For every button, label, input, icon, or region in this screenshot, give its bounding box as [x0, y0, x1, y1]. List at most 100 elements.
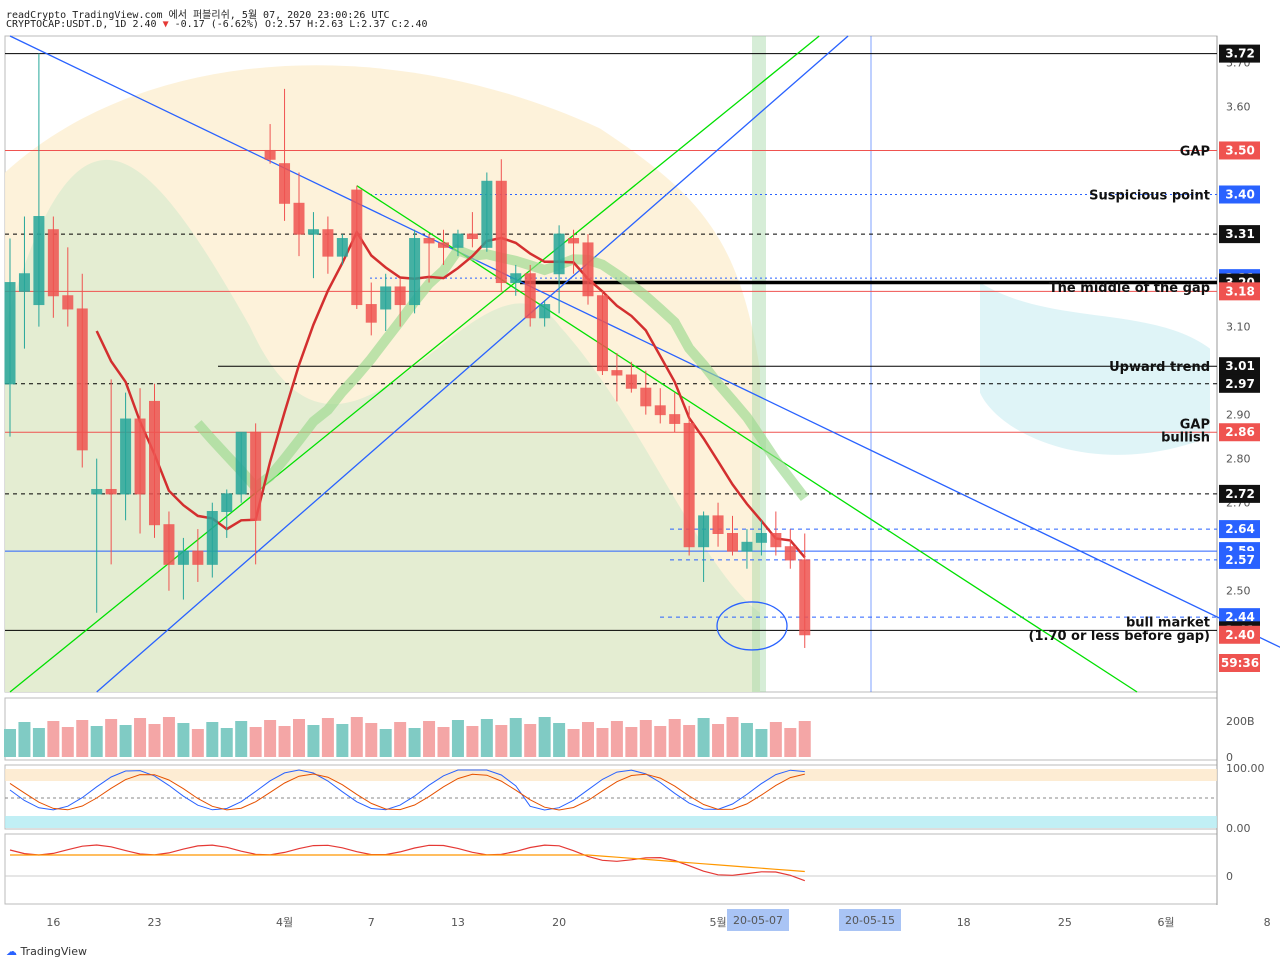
- volume-bar: [105, 719, 118, 757]
- volume-bar: [495, 725, 508, 757]
- volume-bar: [668, 719, 681, 757]
- candle-body: [177, 550, 189, 565]
- countdown-label: 59:36: [1221, 656, 1259, 670]
- oscillator-slow-line: [10, 854, 805, 873]
- symbol-line: CRYPTOCAP:USDT.D, 1D 2.40 ▼ -0.17 (-6.62…: [6, 19, 428, 30]
- x-tick-label: 8: [1264, 916, 1271, 929]
- volume-bar: [4, 729, 16, 757]
- candle-body: [322, 229, 334, 257]
- oscillator-fast-line: [9, 844, 806, 882]
- candle-body: [596, 295, 608, 372]
- candle-body: [582, 242, 594, 297]
- volume-bar: [712, 724, 725, 757]
- volume-bar: [480, 719, 493, 757]
- candle-body: [206, 510, 218, 565]
- x-tick-label: 25: [1058, 916, 1072, 929]
- trendline: [356, 185, 1138, 693]
- price-tag-label: 3.31: [1225, 227, 1255, 241]
- price-tag-label: 2.72: [1225, 487, 1255, 501]
- candle-body: [784, 546, 796, 561]
- volume-bar: [769, 722, 782, 757]
- chart-annotation: bullish: [1161, 431, 1210, 446]
- price-tag: [1219, 357, 1260, 376]
- trendline: [96, 35, 849, 693]
- price-tag-label: 3.40: [1225, 187, 1255, 201]
- volume-bar: [524, 724, 537, 757]
- stoch-axis-label: 100.00: [1226, 762, 1265, 775]
- candle-body: [712, 515, 724, 535]
- candle-body: [351, 189, 363, 306]
- volume-bar: [278, 726, 291, 757]
- price-tag-label: 2.57: [1225, 553, 1255, 567]
- trendline: [9, 35, 1280, 648]
- ohlc-values: O:2.57 H:2.63 L:2.37 C:2.40: [264, 19, 428, 30]
- volume-bar: [466, 726, 479, 757]
- chart-annotation: GAP: [1180, 417, 1210, 432]
- volume-bar: [553, 723, 566, 757]
- price-change: -0.17 (-6.62%): [174, 19, 259, 30]
- volume-bar: [365, 723, 378, 757]
- y-tick-label: 2.50: [1226, 585, 1251, 598]
- volume-bar: [336, 724, 349, 757]
- volume-bar: [61, 727, 74, 757]
- volume-bar: [639, 720, 652, 757]
- y-tick-label: 2.90: [1226, 409, 1251, 422]
- candle-body: [510, 273, 522, 284]
- candle-body: [18, 273, 30, 292]
- candle-body: [4, 282, 16, 385]
- candle-body: [669, 414, 681, 424]
- volume-bar: [162, 717, 175, 757]
- price-tag-label: 2.97: [1225, 377, 1255, 391]
- volume-bar: [509, 718, 522, 757]
- candle-body: [221, 493, 233, 512]
- volume-axis-label: 200B: [1226, 715, 1255, 728]
- volume-bar: [177, 723, 190, 757]
- volume-bar: [293, 719, 305, 757]
- volume-bar: [32, 728, 45, 757]
- price-tag: [1219, 625, 1260, 644]
- oversold-band: [5, 816, 1217, 828]
- candle-body: [524, 273, 536, 319]
- volume-bar: [582, 722, 594, 757]
- price-tag-label: 2.64: [1225, 522, 1255, 536]
- volume-bar: [148, 724, 161, 757]
- volume-bar: [119, 725, 132, 757]
- volume-bar: [90, 726, 103, 757]
- volume-bar: [740, 723, 753, 757]
- volume-bar: [596, 728, 609, 757]
- candle-body: [47, 229, 59, 297]
- price-tag-label: 2.44: [1225, 610, 1255, 624]
- date-marker-label: 20-05-07: [733, 914, 783, 927]
- price-tag-label: 2.86: [1225, 425, 1255, 439]
- candle-body: [120, 418, 132, 495]
- oscillator-panel: [4, 833, 1218, 905]
- stoch-k-line: [9, 769, 805, 811]
- candle-body: [755, 533, 767, 543]
- volume-bar: [76, 720, 89, 757]
- future-cloud: [980, 282, 1210, 455]
- volume-bar: [451, 720, 464, 757]
- volume-bar: [220, 728, 233, 757]
- candle-body: [640, 387, 652, 407]
- price-tag: [1219, 550, 1260, 569]
- candle-body: [235, 431, 247, 495]
- y-tick-label: 3.60: [1226, 100, 1251, 113]
- candle-body: [380, 286, 392, 310]
- brand-label: TradingView: [20, 945, 87, 958]
- candle-body: [279, 163, 291, 204]
- candle-body: [466, 233, 478, 240]
- candle-body: [741, 541, 753, 552]
- candle-body: [365, 304, 377, 323]
- last-price: 2.40: [132, 19, 157, 30]
- volume-bar: [784, 728, 797, 757]
- chart-annotation: (1.70 or less before gap): [1029, 629, 1210, 644]
- price-tag: [1219, 282, 1260, 301]
- price-tag: [1219, 44, 1260, 63]
- x-tick-label: 4월: [276, 916, 293, 929]
- tradingview-brand: ☁ TradingView: [6, 945, 87, 958]
- x-tick-label: 7: [368, 916, 375, 929]
- candle-body: [495, 180, 507, 284]
- chart-annotation: The middle of the gap: [1049, 281, 1210, 296]
- volume-bar: [191, 729, 204, 757]
